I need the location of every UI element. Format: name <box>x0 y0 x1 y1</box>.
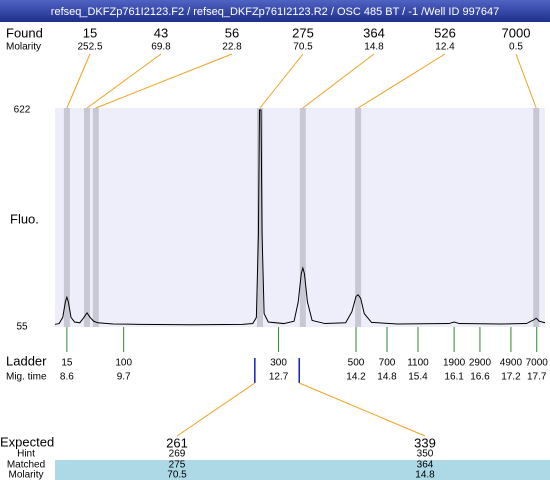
ladder-time: 14.8 <box>377 372 397 383</box>
peak-band <box>92 108 99 327</box>
found-molarity: 252.5 <box>77 42 102 53</box>
mig-time-label: Mig. time <box>6 372 47 383</box>
expected-size: 261 <box>166 435 188 450</box>
expected-label: Expected <box>0 434 54 449</box>
expected-molarity: 14.8 <box>415 470 435 480</box>
ladder-time: 9.7 <box>117 372 131 383</box>
expected-connector <box>176 382 256 437</box>
peak-connector <box>95 53 233 109</box>
found-molarity: 22.8 <box>222 42 242 53</box>
expected-molarity-label: Molarity <box>8 470 43 480</box>
ladder-time: 12.7 <box>269 372 289 383</box>
found-molarity: 69.8 <box>151 42 171 53</box>
ladder-size: 7000 <box>526 358 549 369</box>
ladder-time: 15.4 <box>408 372 428 383</box>
ladder-size: 300 <box>270 358 287 369</box>
header-bar <box>0 0 550 22</box>
trace <box>54 109 546 326</box>
peak-band <box>355 108 362 327</box>
peak-connector <box>259 53 304 109</box>
ladder-size: 15 <box>61 358 73 369</box>
found-label: Found <box>6 25 43 40</box>
ladder-size: 1100 <box>407 358 429 369</box>
peak-connector <box>86 53 162 109</box>
matched-size: 364 <box>417 460 434 471</box>
found-molarity: 70.5 <box>293 42 313 53</box>
peak-connector <box>66 53 91 109</box>
peak-band <box>84 108 91 327</box>
found-size: 56 <box>225 25 239 40</box>
ladder-size: 100 <box>115 358 132 369</box>
ladder-size: 2900 <box>469 358 492 369</box>
found-molarity: 0.5 <box>509 42 523 53</box>
peak-band <box>256 108 263 327</box>
hint-size: 269 <box>169 449 186 460</box>
expected-size: 339 <box>414 435 436 450</box>
peak-connector <box>357 53 446 109</box>
title: refseq_DKFZp761I2123.F2 / refseq_DKFZp76… <box>51 6 499 18</box>
molarity-label: Molarity <box>6 42 41 53</box>
peak-band <box>299 108 306 327</box>
ladder-time: 17.7 <box>527 372 547 383</box>
hint-size: 350 <box>417 449 434 460</box>
ladder-size: 700 <box>379 358 396 369</box>
found-size: 275 <box>292 25 314 40</box>
peak-band <box>533 108 540 327</box>
expected-molarity: 70.5 <box>167 470 187 480</box>
found-molarity: 12.4 <box>435 42 455 53</box>
found-molarity: 14.8 <box>364 42 384 53</box>
ladder-time: 8.6 <box>60 372 74 383</box>
y-tick-label: 55 <box>16 322 28 333</box>
matched-label: Matched <box>7 460 45 471</box>
found-size: 15 <box>83 25 97 40</box>
found-size: 7000 <box>502 25 531 40</box>
hint-label: Hint <box>17 449 35 460</box>
ladder-size: 1900 <box>443 358 466 369</box>
matched-size: 275 <box>169 460 186 471</box>
peak-connector <box>302 53 375 109</box>
peak-connector <box>515 53 537 109</box>
matched-row-bg <box>55 460 550 480</box>
found-size: 43 <box>154 25 168 40</box>
ladder-time: 16.6 <box>470 372 490 383</box>
ladder-time: 16.1 <box>444 372 464 383</box>
expected-connector <box>299 382 426 437</box>
ladder-time: 14.2 <box>346 372 366 383</box>
ladder-size: 4900 <box>500 358 523 369</box>
ladder-time: 17.2 <box>501 372 521 383</box>
found-size: 364 <box>363 25 385 40</box>
y-axis-label: Fluo. <box>10 211 39 226</box>
ladder-label: Ladder <box>6 353 47 368</box>
found-size: 526 <box>434 25 456 40</box>
y-tick-label: 622 <box>14 105 31 116</box>
peak-band <box>63 108 70 327</box>
ladder-size: 500 <box>348 358 365 369</box>
